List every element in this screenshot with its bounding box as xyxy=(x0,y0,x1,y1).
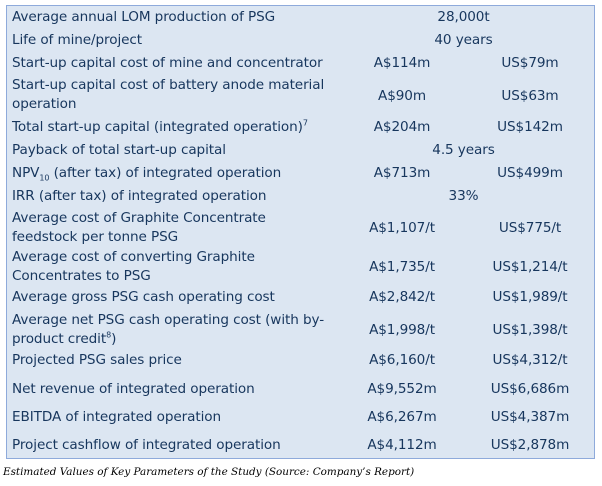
row-label: Projected PSG sales price xyxy=(12,352,182,368)
table-caption: Estimated Values of Key Parameters of th… xyxy=(3,466,415,478)
row-usd-value: US$1,989/t xyxy=(492,289,568,305)
row-label: Life of mine/project xyxy=(12,32,143,48)
row-label: NPV10 (after tax) of integrated operatio… xyxy=(12,164,281,183)
row-usd-value: US$4,387m xyxy=(490,409,570,425)
row-label-pre: NPV xyxy=(12,165,40,181)
row-usd-value: US$1,398/t xyxy=(492,322,568,338)
row-label: Project cashflow of integrated operation xyxy=(12,437,281,453)
row-label-line2: product credit8) xyxy=(12,330,116,349)
row-label-line2-post: ) xyxy=(111,331,117,347)
row-aud-value: A$204m xyxy=(373,119,431,135)
row-usd-value: US$142m xyxy=(497,119,563,135)
parameters-table: Average annual LOM production of PSG 28,… xyxy=(6,5,595,459)
row-label: IRR (after tax) of integrated operation xyxy=(12,188,267,204)
row-label-line1: Start-up capital cost of battery anode m… xyxy=(12,77,325,93)
row-value: 33% xyxy=(448,188,479,204)
row-label: EBITDA of integrated operation xyxy=(12,409,222,425)
row-usd-value: US$6,686m xyxy=(490,381,570,397)
row-label-line1: Average net PSG cash operating cost (wit… xyxy=(12,312,325,328)
row-aud-value: A$6,267m xyxy=(367,409,437,425)
row-aud-value: A$2,842/t xyxy=(369,289,435,305)
row-label-line2-pre: product credit xyxy=(12,331,107,347)
row-value: 28,000t xyxy=(437,9,490,25)
row-usd-value: US$79m xyxy=(501,55,559,71)
row-label-line2: operation xyxy=(12,96,77,112)
row-label-line2: feedstock per tonne PSG xyxy=(12,229,179,245)
row-aud-value: A$1,998/t xyxy=(369,322,435,338)
row-label-line1: Average cost of converting Graphite xyxy=(12,249,255,265)
row-aud-value: A$9,552m xyxy=(367,381,437,397)
row-usd-value: US$1,214/t xyxy=(492,259,568,275)
row-usd-value: US$2,878m xyxy=(490,437,570,453)
row-aud-value: A$713m xyxy=(373,165,431,181)
row-label: Net revenue of integrated operation xyxy=(12,381,255,397)
row-label: Average gross PSG cash operating cost xyxy=(12,289,275,305)
row-label: Start-up capital cost of mine and concen… xyxy=(12,55,323,71)
row-usd-value: US$63m xyxy=(501,88,559,104)
row-aud-value: A$90m xyxy=(378,88,426,104)
row-usd-value: US$4,312/t xyxy=(492,352,568,368)
row-usd-value: US$499m xyxy=(497,165,563,181)
row-aud-value: A$114m xyxy=(373,55,431,71)
footnote-marker: 8 xyxy=(106,330,112,340)
row-aud-value: A$6,160/t xyxy=(369,352,435,368)
row-aud-value: A$1,107/t xyxy=(369,220,435,236)
row-aud-value: A$1,735/t xyxy=(369,259,435,275)
row-value: 40 years xyxy=(434,32,493,48)
row-aud-value: A$4,112m xyxy=(367,437,437,453)
footnote-marker: 7 xyxy=(302,118,308,128)
row-label: Average annual LOM production of PSG xyxy=(12,9,276,25)
row-value: 4.5 years xyxy=(432,142,495,158)
row-label-post: (after tax) of integrated operation xyxy=(49,165,282,181)
row-label-text: Total start-up capital (integrated opera… xyxy=(12,119,303,135)
row-label-line2: Concentrates to PSG xyxy=(12,268,151,284)
row-label: Total start-up capital (integrated opera… xyxy=(12,118,308,137)
subscript: 10 xyxy=(39,173,50,183)
row-label-line1: Average cost of Graphite Concentrate xyxy=(12,210,266,226)
row-label: Payback of total start-up capital xyxy=(12,142,226,158)
row-usd-value: US$775/t xyxy=(498,220,562,236)
